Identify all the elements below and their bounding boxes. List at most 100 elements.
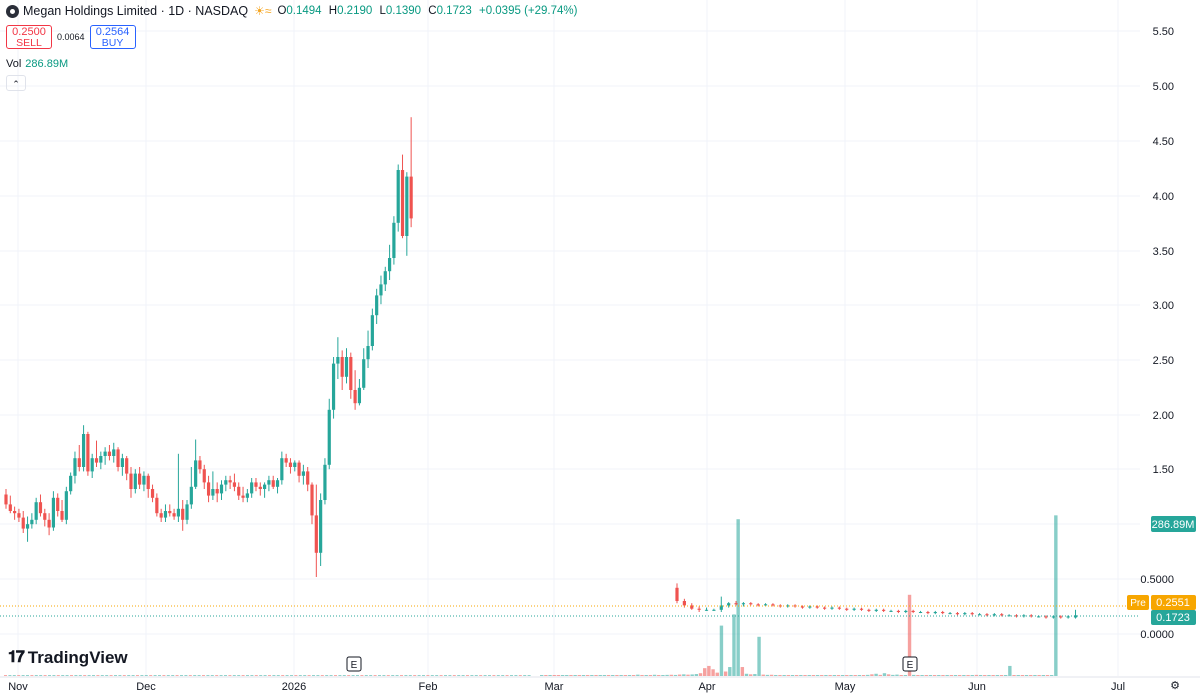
volume-bar xyxy=(395,675,399,676)
candle-body xyxy=(933,612,937,614)
volume-bar xyxy=(815,675,820,676)
sun-premarket-icon[interactable]: ☀≈ xyxy=(254,4,272,18)
volume-bar xyxy=(723,671,728,676)
volume-bar xyxy=(496,675,500,676)
volume-bar xyxy=(457,675,461,676)
volume-bar xyxy=(237,675,241,676)
candle-body xyxy=(1051,616,1055,618)
candle-body xyxy=(280,458,284,481)
volume-bar xyxy=(184,675,188,676)
volume-bar xyxy=(8,675,12,676)
buy-button[interactable]: 0.2564 BUY xyxy=(89,25,136,49)
volume-bar xyxy=(941,675,945,676)
tradingview-logo[interactable]: 𝟏𝟕 TradingView xyxy=(8,648,128,667)
volume-bar xyxy=(598,675,602,676)
volume-bar xyxy=(329,675,333,676)
candle-body xyxy=(387,258,392,272)
y-axis-tick-label: 5.00 xyxy=(1153,81,1174,93)
volume-bar xyxy=(268,675,271,676)
candle-body xyxy=(336,357,340,364)
change-value: +0.0395 (+29.74%) xyxy=(478,5,578,17)
volume-bar xyxy=(171,675,175,676)
candle-body xyxy=(741,603,746,605)
volume-bar xyxy=(39,675,43,676)
volume-bar xyxy=(1041,675,1045,676)
candle-body xyxy=(159,513,163,518)
x-axis-label: May xyxy=(835,681,856,693)
sell-button[interactable]: 0.2500 SELL xyxy=(6,25,52,49)
volume-bar xyxy=(615,675,619,676)
volume-bar xyxy=(523,675,527,676)
volume-bar xyxy=(149,675,153,676)
volume-label: Vol xyxy=(6,58,22,70)
candle-body xyxy=(94,458,99,463)
volume-bar xyxy=(606,675,611,676)
candle-body xyxy=(185,504,189,520)
volume-bar xyxy=(527,675,531,676)
candle-body xyxy=(830,607,834,609)
volume-bar xyxy=(548,675,552,676)
volume-bar xyxy=(131,675,135,676)
volume-bar xyxy=(373,675,377,676)
candle-body xyxy=(163,511,168,518)
settings-gear-icon[interactable]: ⚙ xyxy=(1170,680,1180,692)
pre-price-label: 0.2551 xyxy=(1156,597,1190,609)
volume-bar xyxy=(556,675,561,676)
volume-bar xyxy=(594,675,598,676)
volume-bar xyxy=(109,675,113,676)
volume-bar xyxy=(962,675,966,676)
candle-body xyxy=(263,484,267,489)
tradingview-mark-icon: 𝟏𝟕 xyxy=(8,649,25,666)
volume-bar xyxy=(219,675,223,676)
collapse-legend-button[interactable]: ⌃ xyxy=(6,75,26,91)
volume-bar xyxy=(241,675,245,676)
volume-bar xyxy=(749,674,753,676)
volume-bar xyxy=(899,674,903,676)
volume-bar xyxy=(903,675,908,676)
chart-title[interactable]: Megan Holdings Limited · 1D · NASDAQ xyxy=(23,4,249,18)
volume-bar xyxy=(891,674,895,676)
candle-body xyxy=(697,608,701,610)
candle-body xyxy=(43,513,47,520)
volume-bar xyxy=(665,674,669,676)
candle-body xyxy=(219,484,224,494)
volume-bar xyxy=(999,675,1004,676)
candle-body xyxy=(125,458,129,474)
volume-bar xyxy=(140,675,144,676)
candle-body xyxy=(349,357,353,390)
candle-body xyxy=(400,170,405,236)
volume-bar xyxy=(404,675,408,676)
volume-bar xyxy=(92,675,95,676)
volume-bar xyxy=(12,675,16,676)
volume-bar xyxy=(1020,675,1025,676)
volume-bar xyxy=(644,675,648,676)
candle-body xyxy=(73,458,77,476)
y-axis-tick-label: 3.00 xyxy=(1153,300,1174,312)
volume-bar xyxy=(866,674,870,676)
symbol-logo-icon[interactable] xyxy=(6,4,19,18)
volume-bar xyxy=(1029,675,1033,676)
volume-bar xyxy=(853,675,857,676)
candle-body xyxy=(86,434,90,472)
volume-price-label: 286.89M xyxy=(1152,519,1195,531)
y-axis-tick-label: 2.50 xyxy=(1153,355,1174,367)
candle-body xyxy=(211,489,215,496)
candle-body xyxy=(228,480,232,483)
y-axis-tick-label: 1.50 xyxy=(1153,464,1174,476)
volume-bar xyxy=(105,675,109,676)
x-axis-label: Jun xyxy=(968,681,986,693)
volume-bar xyxy=(369,675,373,676)
volume-bar xyxy=(698,673,703,676)
volume-bar xyxy=(912,674,916,676)
volume-bar xyxy=(325,675,329,676)
volume-bar xyxy=(966,675,970,676)
pre-tag-bg xyxy=(1127,595,1149,610)
candle-body xyxy=(379,284,383,296)
x-axis-label: 2026 xyxy=(282,681,306,693)
candle-body xyxy=(224,480,228,485)
candle-body xyxy=(1059,616,1063,618)
volume-bar xyxy=(426,675,430,676)
y-axis-tick-label: 0.0000 xyxy=(1140,629,1174,641)
volume-bar xyxy=(832,675,836,676)
